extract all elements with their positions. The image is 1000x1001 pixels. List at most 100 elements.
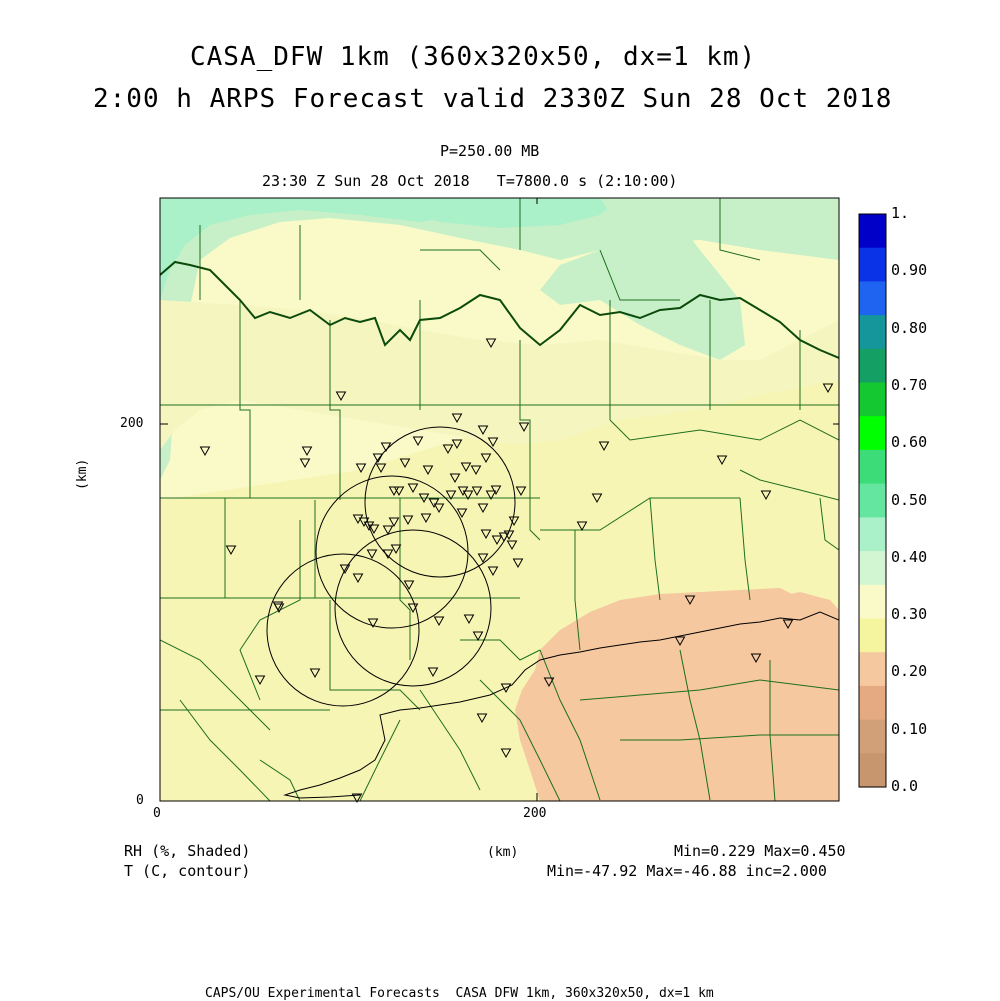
station-marker [352,573,364,584]
station-marker [477,425,489,436]
title-line-2: 2:00 h ARPS Forecast valid 2330Z Sun 28 … [93,84,893,114]
station-marker [428,498,440,509]
station-marker [491,535,503,546]
station-marker [472,631,484,642]
station-marker [388,517,400,528]
station-marker [506,540,518,551]
station-marker [716,455,728,466]
station-marker [433,616,445,627]
station-marker [498,532,510,543]
station-marker [402,515,414,526]
station-marker [403,580,415,591]
contour-field-label: T (C, contour) [124,862,251,880]
plot-frame [159,197,840,802]
station-marker [199,446,211,457]
station-marker [382,549,394,560]
station-marker [576,521,588,532]
station-marker [375,463,387,474]
station-marker [420,513,432,524]
radar-ring [364,426,516,578]
station-marker [301,446,313,457]
station-marker [225,545,237,556]
station-marker [335,391,347,402]
colorbar-label: 0.10 [891,719,928,738]
station-marker [598,441,610,452]
shaded-field-label: RH (%, Shaded) [124,842,251,860]
station-marker [543,677,555,688]
station-marker [366,549,378,560]
station-marker [390,544,402,555]
colorbar-swatch [859,685,886,721]
station-marker [351,793,363,804]
rh-shaded-field [160,198,839,801]
station-marker [485,490,497,501]
station-marker [485,338,497,349]
station-marker [512,558,524,569]
colorbar-label: 0.70 [891,375,928,394]
station-marker [476,713,488,724]
colorbar-swatch [859,719,886,754]
y-tick-0: 0 [136,793,144,808]
x-tick-200: 200 [523,806,547,821]
station-marker [451,413,463,424]
contour-stats: Min=-47.92 Max=-46.88 inc=2.000 [547,862,827,880]
x-axis-unit: (km) [487,845,519,860]
colorbar-swatch [859,551,886,586]
station-marker [380,442,392,453]
station-marker [487,566,499,577]
station-marker [273,603,285,614]
colorbar-swatch [859,753,886,788]
y-tick-200: 200 [120,416,144,431]
y-axis-label: (km) [75,458,90,490]
x-tick-0: 0 [153,806,161,821]
colorbar-swatch [859,382,886,417]
pressure-level: P=250.00 MB [440,142,540,160]
title-line-1: CASA_DFW 1km (360x320x50, dx=1 km) [190,42,757,72]
station-marker [470,465,482,476]
colorbar-swatch [859,652,886,687]
station-marker [515,486,527,497]
station-marker [760,490,772,501]
station-marker [393,486,405,497]
station-markers [199,338,834,804]
station-marker [433,503,445,514]
station-marker [674,636,686,647]
colorbar-swatch [859,517,886,552]
station-marker [407,483,419,494]
station-marker [449,473,461,484]
station-marker [462,490,474,501]
station-marker [518,422,530,433]
station-marker [418,493,430,504]
station-marker [822,383,834,394]
colorbar-swatch [859,214,886,249]
colorbar-swatch [859,483,886,518]
colorbar-swatch [859,315,886,350]
colorbar-label: 0.80 [891,318,928,337]
radar-ring [334,529,492,687]
station-marker [480,453,492,464]
colorbar-swatch [859,584,886,620]
station-marker [471,486,483,497]
colorbar-label: 0.60 [891,433,928,452]
station-marker [407,603,419,614]
station-marker [508,516,520,527]
footer-credit: CAPS/OU Experimental Forecasts CASA DFW … [205,986,714,1001]
colorbar-swatch [859,348,886,384]
station-marker [368,524,380,535]
state-boundary [160,260,839,359]
county-boundaries [160,198,839,801]
station-marker [500,683,512,694]
station-marker [463,614,475,625]
colorbar-frame [858,213,887,788]
station-marker [442,444,454,455]
station-marker [490,485,502,496]
colorbar-label: 0.50 [891,490,928,509]
colorbar-label: 0.40 [891,547,928,566]
station-marker [427,667,439,678]
station-marker [382,525,394,536]
axis-ticks [159,198,839,802]
colorbar-swatch [859,247,886,282]
temperature-contour [283,611,839,799]
station-marker [460,462,472,473]
station-marker [309,668,321,679]
